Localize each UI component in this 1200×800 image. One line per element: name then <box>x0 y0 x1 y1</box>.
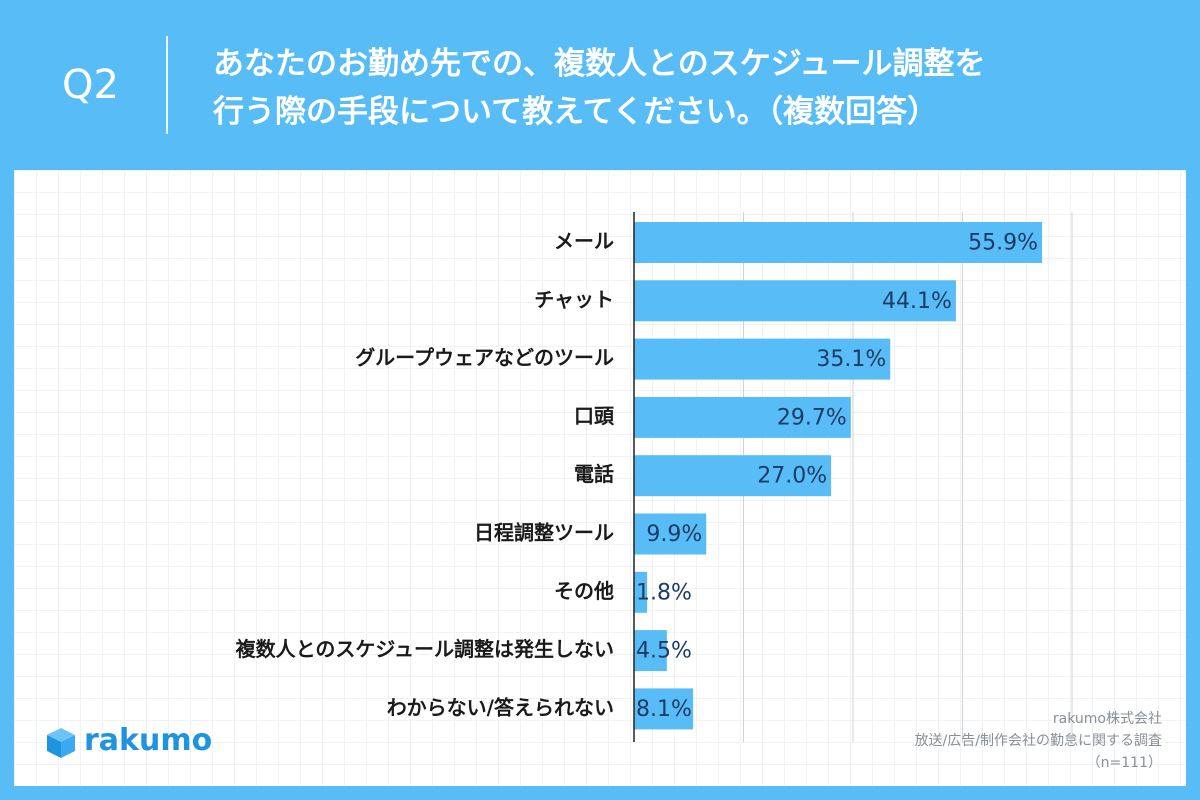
bar <box>634 630 667 672</box>
category-label: 口頭 <box>574 404 615 428</box>
category-label: メール <box>554 229 614 253</box>
bar <box>634 455 832 497</box>
bar-chart: メール 55.9% チャット 44.1% グループウェアなどのツール 35.1% 口頭 29.… <box>236 212 1073 742</box>
category-label: 複数人とのスケジュール調整は発生しない <box>236 637 614 661</box>
category-label: グループウェアなどのツール <box>355 346 614 370</box>
bar <box>634 513 707 555</box>
header-divider <box>166 36 168 134</box>
value-label: 44.1% <box>882 289 952 314</box>
value-label: 1.8% <box>636 580 692 605</box>
category-label: 電話 <box>574 462 614 486</box>
question-line-1: あなたのお勤め先での、複数人とのスケジュール調整を <box>213 46 986 82</box>
bar <box>634 280 956 322</box>
bar <box>634 222 1043 263</box>
value-label: 35.1% <box>816 347 886 372</box>
chart-card: メール 55.9% チャット 44.1% グループウェアなどのツール 35.1% 口頭 29.… <box>14 170 1186 786</box>
value-label: 55.9% <box>968 231 1038 256</box>
bar <box>634 338 891 380</box>
value-label: 4.5% <box>636 639 692 664</box>
source-note: rakumo株式会社 放送/広告/制作会社の勤怠に関する調査 （n=111） <box>782 708 1162 774</box>
source-sample: （n=111） <box>1086 755 1162 771</box>
value-label: 29.7% <box>777 405 847 430</box>
category-label: チャット <box>534 287 614 311</box>
value-label: 27.0% <box>757 464 827 489</box>
question-text: あなたのお勤め先での、複数人とのスケジュール調整を 行う際の手段について教えてく… <box>213 40 1163 136</box>
value-label: 8.1% <box>636 697 692 722</box>
bar <box>634 571 648 613</box>
value-label: 9.9% <box>646 522 702 547</box>
brand-name: rakumo <box>84 723 213 758</box>
question-number: Q2 <box>62 62 119 108</box>
bar <box>634 688 694 730</box>
bar <box>634 396 851 438</box>
category-label: わからない/答えられない <box>387 695 614 719</box>
source-company: rakumo株式会社 <box>1052 711 1162 727</box>
category-label: その他 <box>554 579 614 603</box>
question-line-2: 行う際の手段について教えてください。（複数回答） <box>213 94 939 130</box>
question-header: Q2 あなたのお勤め先での、複数人とのスケジュール調整を 行う際の手段について教… <box>0 0 1200 170</box>
category-label: 日程調整ツール <box>474 521 614 545</box>
rakumo-cube-icon <box>47 728 75 758</box>
source-survey: 放送/広告/制作会社の勤怠に関する調査 <box>914 733 1162 749</box>
